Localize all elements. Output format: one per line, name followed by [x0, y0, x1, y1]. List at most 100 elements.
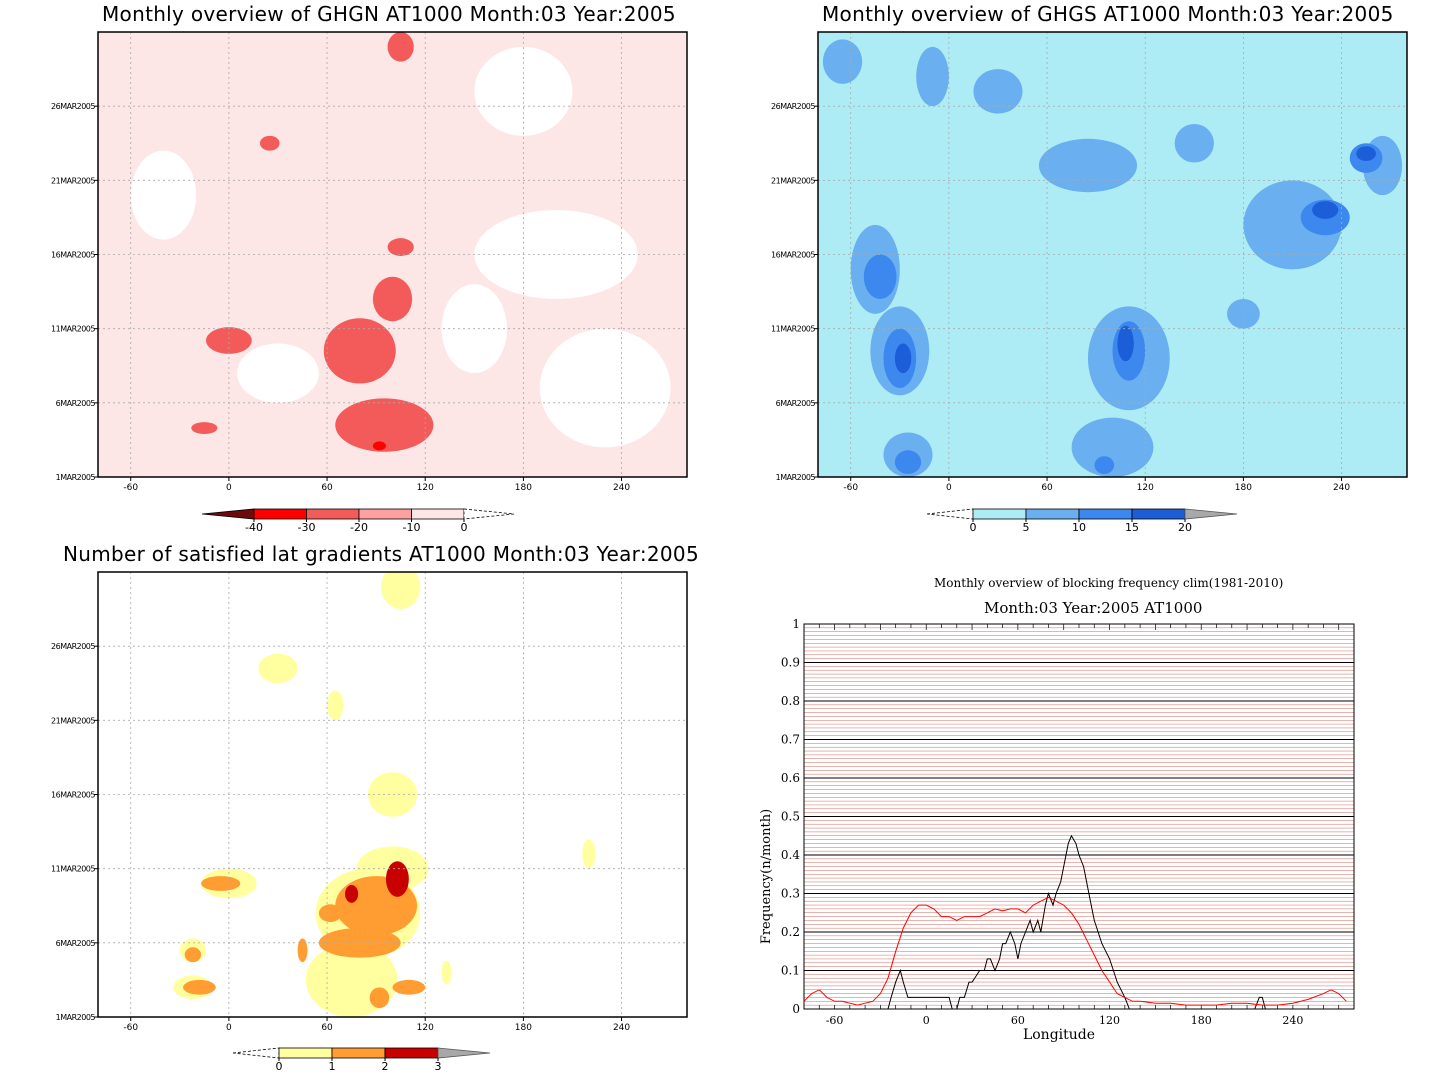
colorbar-label: 0: [970, 521, 977, 534]
y-tick-label: 21MAR2005: [51, 176, 95, 185]
contour-blob: [919, 254, 979, 314]
contour-blob: [392, 979, 426, 995]
y-tick-label: 11MAR2005: [771, 325, 815, 334]
contour-blob: [894, 343, 912, 374]
colorbar-label: -40: [245, 521, 263, 534]
y-tick-label: 0.7: [781, 733, 800, 747]
contour-blob: [1259, 91, 1358, 181]
y-tick-label: 1: [792, 617, 800, 631]
colorbar-label: 20: [1178, 521, 1192, 534]
colorbar-segment: [331, 1047, 386, 1059]
contour-blob: [1174, 123, 1214, 163]
x-tick-label: 60: [321, 483, 333, 493]
colorbar-segment: [278, 1047, 333, 1059]
colorbar-triangle-high: [437, 1047, 491, 1059]
y-tick-label: 0.4: [781, 848, 800, 862]
colorbar-label: 3: [435, 1060, 442, 1073]
contour-blob: [863, 254, 897, 299]
contour-blob: [916, 46, 949, 107]
x-tick-label: 120: [1099, 1014, 1120, 1027]
x-tick-label: 180: [515, 1023, 532, 1033]
contour-blob: [1186, 269, 1268, 359]
contour-blob: [539, 328, 671, 448]
colorbar-segment: [358, 508, 412, 520]
contour-blob: [474, 46, 573, 136]
contour-blob: [1094, 456, 1115, 475]
colorbar-label: -30: [298, 521, 316, 534]
colorbar-segment: [972, 508, 1027, 520]
contour-blob: [258, 653, 298, 684]
contour-blob: [1356, 146, 1376, 162]
contour-blob: [1030, 336, 1097, 381]
y-tick-label: 0.6: [781, 771, 800, 785]
x-tick-label: -60: [843, 483, 858, 493]
x-tick-label: 240: [613, 483, 630, 493]
x-tick-label: -60: [123, 483, 138, 493]
y-tick-label: 6MAR2005: [776, 399, 816, 408]
y-tick-label: 16MAR2005: [51, 791, 95, 800]
x-tick-label: -60: [826, 1014, 844, 1027]
contour-fill-group: [173, 572, 596, 1017]
y-tick-label: 26MAR2005: [771, 102, 815, 111]
contour-blob: [582, 839, 596, 869]
x-tick-label: 120: [417, 483, 434, 493]
colorbar-label: 2: [382, 1060, 389, 1073]
colorbar-triangle-high: [1184, 508, 1238, 520]
x-tick-label: 180: [1191, 1014, 1212, 1027]
colorbar-label: 10: [1072, 521, 1086, 534]
contour-fill-group: [822, 39, 1403, 477]
x-tick-label: 240: [613, 1023, 630, 1033]
colorbar-triangle-high: [463, 508, 515, 520]
x-tick-label: 60: [1041, 483, 1053, 493]
colorbar-label: -10: [403, 521, 421, 534]
colorbar-label: 5: [1023, 521, 1030, 534]
colorbar-segment: [306, 508, 360, 520]
series-line-black: [804, 834, 1354, 1010]
contour-blob: [385, 861, 409, 897]
contour-blob: [822, 39, 863, 84]
y-tick-label: 16MAR2005: [51, 251, 95, 260]
contour-blob: [1117, 325, 1134, 362]
contour-blob: [894, 450, 922, 475]
contour-blob: [973, 69, 1023, 114]
y-tick-label: 1MAR2005: [56, 473, 96, 482]
y-tick-label: 11MAR2005: [51, 325, 95, 334]
contour-blob: [387, 32, 414, 62]
x-tick-label: 120: [417, 1023, 434, 1033]
y-tick-label: 0.5: [781, 810, 800, 824]
y-tick-label: 0.9: [781, 656, 800, 670]
colorbar-triangle-low: [926, 508, 974, 520]
y-tick-label: 0.3: [781, 887, 800, 901]
y-tick-label: 0: [792, 1002, 800, 1016]
y-tick-label: 21MAR2005: [51, 716, 95, 725]
contour-blob: [367, 772, 418, 817]
contour-blob: [327, 690, 344, 721]
y-tick-label: 16MAR2005: [771, 251, 815, 260]
colorbar-segment: [384, 1047, 439, 1059]
contour-blob: [183, 979, 216, 995]
x-tick-label: 0: [923, 1014, 930, 1027]
contour-blob: [369, 987, 390, 1009]
x-tick-label: 180: [1235, 483, 1252, 493]
contour-blob: [297, 938, 308, 963]
x-tick-label: 0: [946, 483, 952, 493]
chart4-title: Monthly overview of blocking frequency c…: [934, 576, 1284, 590]
x-tick-label: 120: [1137, 483, 1154, 493]
contour-blob: [184, 947, 202, 963]
y-tick-label: 6MAR2005: [56, 939, 96, 948]
colorbar-triangle-low: [201, 508, 255, 520]
chart1-title: Monthly overview of GHGN AT1000 Month:03…: [102, 2, 676, 26]
contour-blob: [335, 398, 434, 452]
x-tick-label: 240: [1333, 483, 1350, 493]
chart4-subtitle: Month:03 Year:2005 AT1000: [984, 599, 1203, 617]
ghgs-heatmap: -60 0 60 120 180 240 1MAR2005 6MAR2005 11MAR2005…: [771, 31, 1408, 534]
contour-blob: [345, 884, 359, 903]
colorbar-label: 0: [461, 521, 468, 534]
y-tick-label: 6MAR2005: [56, 399, 96, 408]
contour-blob: [834, 91, 868, 151]
colorbar-segment: [1131, 508, 1186, 520]
contour-blob: [381, 572, 421, 610]
colorbar-triangle-low: [232, 1047, 280, 1059]
contour-blob: [318, 904, 342, 923]
y-tick-label: 0.1: [781, 964, 800, 978]
